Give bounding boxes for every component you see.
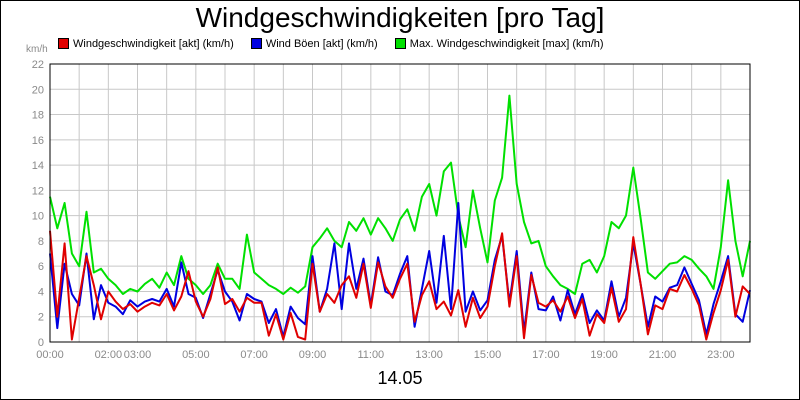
legend-label-max: Max. Windgeschwindigkeit [max] (km/h) — [409, 38, 604, 51]
y-axis-unit-label: km/h — [26, 44, 48, 55]
legend-item-boeen: Wind Böen [akt] (km/h) — [250, 37, 378, 51]
x-tick-label: 21:00 — [649, 349, 677, 361]
x-tick-label: 09:00 — [299, 349, 327, 361]
y-tick-label: 8 — [38, 236, 44, 248]
y-tick-label: 16 — [32, 135, 44, 147]
x-tick-label: 03:00 — [124, 349, 152, 361]
y-axis-ticks: 0 2 4 6 8 10 12 14 16 18 20 22 — [32, 59, 44, 349]
y-tick-label: 22 — [32, 59, 44, 71]
y-tick-label: 14 — [32, 160, 44, 172]
legend-label-akt: Windgeschwindigkeit [akt] (km/h) — [73, 38, 234, 51]
y-tick-label: 0 — [38, 337, 44, 349]
x-tick-label: 05:00 — [182, 349, 210, 361]
legend: Windgeschwindigkeit [akt] (km/h) Wind Bö… — [58, 37, 618, 51]
x-axis-date-label: 14.05 — [377, 368, 423, 388]
y-tick-label: 10 — [32, 211, 44, 223]
chart-title: Windgeschwindigkeiten [pro Tag] — [195, 2, 605, 33]
legend-swatch-akt — [58, 37, 69, 49]
legend-item-akt: Windgeschwindigkeit [akt] (km/h) — [58, 37, 234, 51]
x-tick-label: 15:00 — [474, 349, 502, 361]
plot-border — [49, 63, 751, 343]
y-tick-label: 20 — [32, 84, 44, 96]
series-lines — [49, 94, 751, 341]
x-tick-label: 17:00 — [532, 349, 560, 361]
legend-item-max: Max. Windgeschwindigkeit [max] (km/h) — [394, 37, 604, 51]
y-tick-label: 4 — [38, 286, 44, 298]
series-line-akt — [49, 230, 751, 341]
y-tick-label: 12 — [32, 185, 44, 197]
x-tick-label: 19:00 — [590, 349, 618, 361]
y-tick-label: 6 — [38, 261, 44, 273]
x-tick-label: 13:00 — [415, 349, 443, 361]
x-tick-label: 11:00 — [357, 349, 384, 361]
legend-label-boeen: Wind Böen [akt] (km/h) — [265, 38, 378, 51]
series-line-max — [49, 94, 751, 295]
legend-swatch-max — [394, 37, 406, 49]
y-tick-label: 2 — [38, 312, 44, 324]
y-tick-label: 18 — [32, 110, 44, 122]
x-tick-label: 00:00 — [36, 349, 64, 361]
x-axis-ticks: 00:00 02:00 03:00 05:00 07:00 09:00 11:00 13:00… — [36, 349, 734, 361]
x-tick-label: 02:00 — [95, 349, 123, 361]
x-tick-label: 07:00 — [240, 349, 268, 361]
x-tick-label: 23:00 — [707, 349, 735, 361]
legend-swatch-boeen — [250, 37, 262, 49]
